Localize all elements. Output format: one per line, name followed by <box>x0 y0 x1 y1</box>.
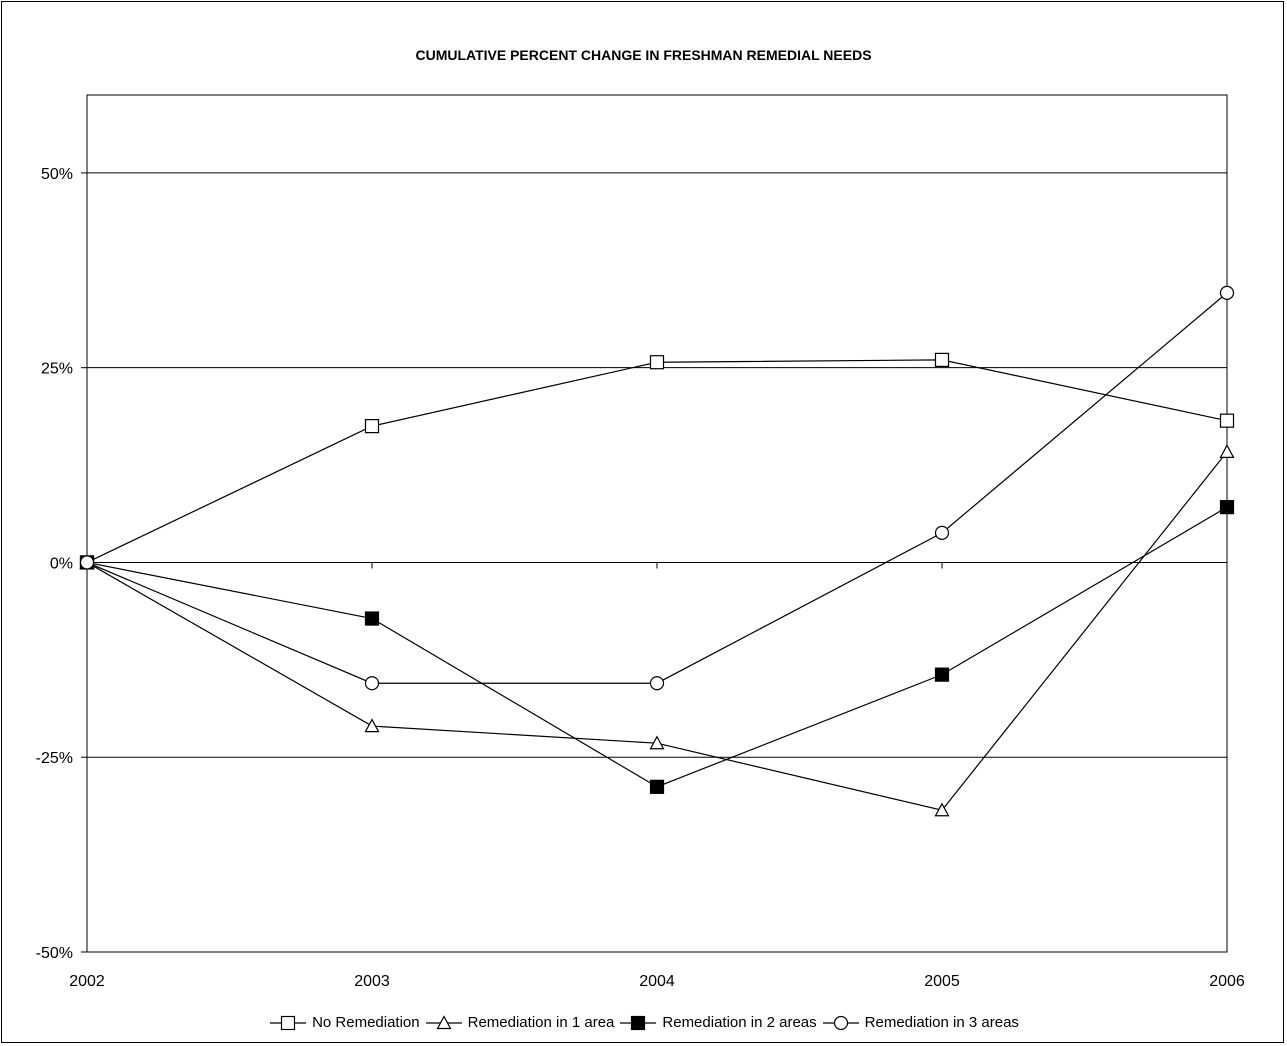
series-2 <box>79 444 1235 817</box>
legend-item: Remediation in 3 areas <box>821 1014 1019 1031</box>
x-tick-label: 2005 <box>924 973 960 990</box>
data-point <box>1219 285 1235 300</box>
plot-area <box>86 94 1228 953</box>
legend-swatch <box>270 1015 307 1030</box>
y-tick-label: 25% <box>41 361 73 378</box>
legend: No Remediation Remediation in 1 area Remed… <box>0 1014 1287 1035</box>
data-point <box>364 611 380 626</box>
legend-item: Remediation in 1 area <box>424 1014 615 1031</box>
y-tick-label: -50% <box>36 945 73 962</box>
axes <box>81 172 1228 953</box>
data-point <box>1219 444 1235 458</box>
legend-marker <box>833 1015 848 1030</box>
series-3 <box>79 500 1235 794</box>
legend-label: Remediation in 3 areas <box>864 1014 1019 1031</box>
y-tick-label: -25% <box>36 750 73 767</box>
legend-swatch <box>620 1015 657 1030</box>
legend-item: Remediation in 2 areas <box>618 1014 817 1031</box>
legend-label: Remediation in 2 areas <box>662 1014 817 1031</box>
data-point <box>364 718 380 733</box>
data-point <box>934 352 950 367</box>
data-point <box>364 419 380 434</box>
legend-label: Remediation in 1 area <box>467 1014 615 1031</box>
data-point <box>934 667 950 682</box>
tick-labels: -50% -25% 0% 25% 50% 2002 2003 2004 2005 2006 <box>36 166 1245 990</box>
data-point <box>934 525 950 540</box>
series-1 <box>79 352 1235 570</box>
legend-swatch <box>425 1014 462 1029</box>
legend-marker <box>436 1014 452 1029</box>
data-point <box>649 355 665 370</box>
series-line <box>86 359 1228 563</box>
legend-swatch <box>822 1015 859 1030</box>
legend-marker <box>280 1015 296 1030</box>
data-point <box>1219 413 1235 428</box>
data-point <box>649 779 665 794</box>
series-line <box>86 451 1228 811</box>
data-point <box>934 802 950 817</box>
legend-item: No Remediation <box>268 1014 420 1031</box>
y-tick-label: 50% <box>41 166 73 183</box>
data-point <box>1219 500 1235 515</box>
y-tick-label: 0% <box>50 555 73 572</box>
gridlines <box>87 172 1227 758</box>
x-tick-label: 2006 <box>1209 973 1245 990</box>
series-4 <box>79 285 1235 691</box>
data-point <box>649 735 665 750</box>
series-layer <box>79 285 1235 817</box>
data-point <box>364 676 380 691</box>
x-tick-label: 2004 <box>639 973 675 990</box>
data-point <box>649 676 665 691</box>
x-tick-label: 2003 <box>354 973 390 990</box>
legend-marker <box>631 1015 646 1030</box>
legend-label: No Remediation <box>312 1014 420 1031</box>
series-line <box>86 292 1228 684</box>
x-tick-label: 2002 <box>69 973 105 990</box>
data-point <box>79 555 95 570</box>
chart-title: CUMULATIVE PERCENT CHANGE IN FRESHMAN RE… <box>415 47 872 63</box>
